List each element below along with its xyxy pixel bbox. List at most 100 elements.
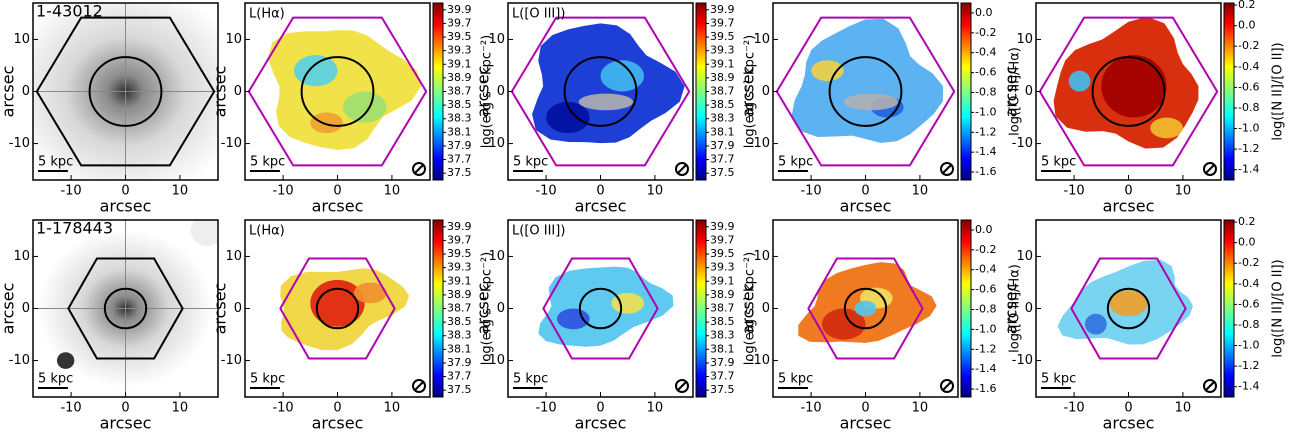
colorbar-tick-label: 37.5 — [710, 383, 735, 396]
panel: -10 0 10 -10 0 10 arcsec arcsec 5 kpc 0.0 -0.2 -0.4… — [739, 219, 1023, 433]
map-patch — [293, 55, 338, 87]
colorbar-tick-label: 38.1 — [447, 125, 472, 138]
colorbar-tick-label: 39.7 — [447, 16, 472, 29]
y-axis-label: arcsec — [474, 283, 493, 335]
colorbar-tick-label: 38.9 — [710, 71, 735, 84]
colorbar-tick-label: 37.7 — [710, 153, 735, 166]
colorbar-tick-label: 39.3 — [710, 261, 735, 274]
y-tick-label: 0 — [234, 84, 242, 99]
colorbar-tick-label: 38.3 — [710, 112, 735, 125]
ifu-footprint — [35, 16, 216, 167]
map-patch — [353, 282, 387, 304]
panel: -10 0 10 -10 0 10 arcsec arcsec 5 kpc 0.2 0.0 -0.2 -… — [1002, 215, 1286, 432]
colorbar-tick-label: 39.9 — [447, 3, 472, 16]
colorbar-label: log([N II]/[O II]) — [1271, 259, 1286, 357]
colorbar-tick-label: 39.3 — [447, 44, 472, 57]
x-tick-label: 0 — [861, 184, 869, 199]
map-patch — [546, 101, 590, 134]
ifu-footprint — [279, 257, 396, 360]
psf-beam — [414, 381, 424, 391]
panel: -10 0 10 -10 0 10 arcsec arcsec 5 kpc L([O III]) 3… — [474, 219, 758, 433]
x-tick-label: -10 — [800, 401, 821, 416]
panel: -10 0 10 -10 0 10 arcsec arcsec 5 kpc 1-178443 — [0, 219, 219, 433]
x-tick-label: 0 — [333, 401, 341, 416]
x-tick-label: 0 — [1124, 401, 1132, 416]
colorbar-tick-label: 39.5 — [710, 247, 735, 260]
colorbar-tick-label: -0.6 — [975, 283, 996, 296]
y-tick-label: 10 — [488, 32, 505, 47]
psf-beam — [677, 164, 687, 174]
y-axis-label: arcsec — [1002, 66, 1021, 118]
y-tick-label: 10 — [1016, 32, 1033, 47]
colorbar — [695, 219, 707, 398]
panel-title: L(Hα) — [249, 224, 285, 239]
map-patch — [843, 93, 899, 111]
map-patch — [600, 60, 645, 92]
x-tick-label: 0 — [596, 401, 604, 416]
colorbar-label: log([O III]/Hα) — [1008, 264, 1023, 353]
colorbar-tick-label: 38.3 — [710, 329, 735, 342]
aperture — [828, 56, 903, 127]
y-axis-label: arcsec — [739, 283, 758, 335]
y-axis-label: arcsec — [211, 283, 230, 335]
colorbar-tick-label: 39.1 — [447, 57, 472, 70]
map-patch — [310, 279, 365, 327]
colorbar — [960, 2, 972, 181]
aperture — [103, 287, 148, 330]
psf-beam — [412, 162, 426, 176]
colorbar-tick-label: 37.9 — [710, 356, 735, 369]
colorbar-label: log(erg s⁻¹ kpc⁻²) — [480, 35, 495, 148]
map-image — [798, 262, 937, 343]
x-axis-label: arcsec — [312, 197, 364, 216]
psf-beam — [414, 164, 424, 174]
map-patch — [1068, 70, 1091, 92]
psf-beam — [1205, 164, 1215, 174]
y-tick-label: 10 — [488, 249, 505, 264]
aperture — [1106, 287, 1151, 330]
colorbar-tick-label: 38.5 — [710, 315, 735, 328]
colorbar — [1223, 2, 1235, 181]
colorbar-tick-label: 39.1 — [447, 274, 472, 287]
y-tick-label: 0 — [762, 84, 770, 99]
colorbar-tick-label: -0.2 — [1238, 39, 1259, 52]
y-axis-label: arcsec — [1002, 283, 1021, 335]
ifu-footprint — [510, 16, 691, 167]
x-axis-label: arcsec — [100, 414, 152, 433]
map-image — [267, 30, 422, 151]
x-tick-label: -10 — [1063, 401, 1084, 416]
map-image — [33, 3, 218, 180]
colorbar-tick-label: 38.5 — [447, 315, 472, 328]
halo — [190, 220, 218, 247]
colorbar — [432, 2, 444, 181]
aperture — [88, 56, 163, 127]
scale-bar-label: 5 kpc — [250, 155, 285, 170]
aperture — [315, 287, 360, 330]
colorbar-tick-label: -1.0 — [975, 322, 996, 335]
colorbar-tick-label: 39.9 — [710, 220, 735, 233]
colorbar-tick-label: 37.5 — [710, 166, 735, 179]
y-tick-label: -10 — [9, 136, 30, 151]
x-axis-label: arcsec — [100, 197, 152, 216]
y-tick-label: -10 — [749, 353, 770, 368]
y-tick-label: -10 — [9, 353, 30, 368]
ifu-footprint — [807, 257, 924, 360]
galaxy-id: 1-178443 — [36, 219, 113, 238]
colorbar-tick-label: -1.6 — [975, 382, 996, 395]
x-tick-label: 0 — [861, 401, 869, 416]
scale-bar-label: 5 kpc — [513, 372, 548, 387]
scale-bar-label: 5 kpc — [513, 155, 548, 170]
colorbar-tick-label: -0.8 — [1238, 318, 1259, 331]
colorbar-tick-label: 0.0 — [975, 223, 993, 236]
colorbar-tick-label: -0.8 — [975, 302, 996, 315]
map-patch — [1109, 290, 1148, 317]
colorbar-tick-label: 39.7 — [710, 16, 735, 29]
colorbar-tick-label: -1.2 — [975, 342, 996, 355]
scale-bar-label: 5 kpc — [778, 155, 813, 170]
y-tick-label: 10 — [225, 32, 242, 47]
panel: -10 0 10 -10 0 10 arcsec arcsec 5 kpc L([O III]) 3… — [474, 2, 758, 216]
colorbar-tick-label: -1.0 — [1238, 122, 1259, 135]
x-tick-label: -10 — [1063, 184, 1084, 199]
x-tick-label: 10 — [172, 401, 189, 416]
colorbar-tick-label: -0.6 — [1238, 80, 1259, 93]
